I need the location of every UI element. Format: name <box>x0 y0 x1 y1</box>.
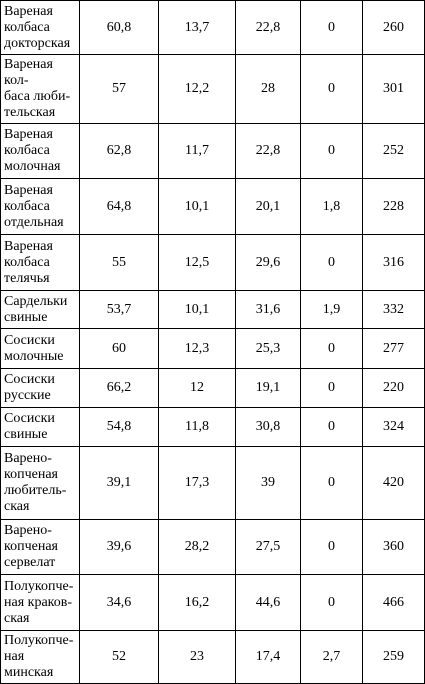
product-name: Полукопче- ная краков- ская <box>0 574 80 631</box>
value-cell-4: 0 <box>300 446 363 520</box>
value-cell-5: 220 <box>362 368 425 408</box>
value-cell-5: 420 <box>362 446 425 520</box>
value-cell-2: 12,3 <box>158 328 236 369</box>
value-cell-3: 31,6 <box>235 290 301 329</box>
value-cell-4: 0 <box>300 234 363 291</box>
value-cell-1: 52 <box>79 630 159 684</box>
value-cell-2: 11,8 <box>158 407 236 447</box>
table-row: Вареная колбаса отдельная 64,8 10,1 20,1… <box>0 178 425 235</box>
value-cell-3: 22,8 <box>235 123 301 179</box>
value-cell-5: 324 <box>362 407 425 447</box>
table-row: Варено- копченая сервелат 39,6 28,2 27,5… <box>0 519 425 575</box>
product-name: Вареная колбаса телячья <box>0 234 80 291</box>
value-cell-4: 0 <box>300 54 363 124</box>
value-cell-4: 0 <box>300 328 363 369</box>
value-cell-1: 62,8 <box>79 123 159 179</box>
value-cell-3: 20,1 <box>235 178 301 235</box>
value-cell-2: 23 <box>158 630 236 684</box>
product-name: Вареная колбаса молочная <box>0 123 80 179</box>
value-cell-5: 228 <box>362 178 425 235</box>
value-cell-2: 28,2 <box>158 519 236 575</box>
value-cell-4: 0 <box>300 574 363 631</box>
value-cell-1: 60 <box>79 328 159 369</box>
value-cell-2: 12 <box>158 368 236 408</box>
value-cell-5: 260 <box>362 0 425 55</box>
value-cell-2: 17,3 <box>158 446 236 520</box>
value-cell-1: 55 <box>79 234 159 291</box>
table-row: Вареная колбаса телячья 55 12,5 29,6 0 3… <box>0 234 425 291</box>
table-row: Сосиски русские 66,2 12 19,1 0 220 <box>0 368 425 408</box>
value-cell-3: 27,5 <box>235 519 301 575</box>
product-name: Сосиски русские <box>0 368 80 408</box>
value-cell-3: 25,3 <box>235 328 301 369</box>
value-cell-3: 30,8 <box>235 407 301 447</box>
product-name: Сардельки свиные <box>0 290 80 329</box>
value-cell-3: 17,4 <box>235 630 301 684</box>
table-row: Сосиски молочные 60 12,3 25,3 0 277 <box>0 328 425 369</box>
value-cell-3: 19,1 <box>235 368 301 408</box>
value-cell-1: 57 <box>79 54 159 124</box>
value-cell-4: 0 <box>300 0 363 55</box>
product-name: Полукопче- ная минская <box>0 630 80 684</box>
value-cell-4: 0 <box>300 407 363 447</box>
value-cell-5: 360 <box>362 519 425 575</box>
value-cell-4: 0 <box>300 519 363 575</box>
value-cell-2: 10,1 <box>158 178 236 235</box>
value-cell-2: 11,7 <box>158 123 236 179</box>
value-cell-1: 54,8 <box>79 407 159 447</box>
value-cell-4: 0 <box>300 368 363 408</box>
product-name: Сосиски свиные <box>0 407 80 447</box>
product-name: Варено- копченая любитель- ская <box>0 446 80 520</box>
value-cell-3: 39 <box>235 446 301 520</box>
table-row: Полукопче- ная минская 52 23 17,4 2,7 25… <box>0 630 425 684</box>
value-cell-4: 1,8 <box>300 178 363 235</box>
table-row: Вареная колбаса докторская 60,8 13,7 22,… <box>0 0 425 55</box>
value-cell-5: 466 <box>362 574 425 631</box>
product-name: Вареная колбаса отдельная <box>0 178 80 235</box>
value-cell-5: 252 <box>362 123 425 179</box>
value-cell-1: 64,8 <box>79 178 159 235</box>
table-row: Вареная колбаса молочная 62,8 11,7 22,8 … <box>0 123 425 179</box>
table-row: Вареная кол- баса люби- тельская 57 12,2… <box>0 54 425 124</box>
value-cell-2: 12,2 <box>158 54 236 124</box>
value-cell-2: 10,1 <box>158 290 236 329</box>
value-cell-2: 16,2 <box>158 574 236 631</box>
value-cell-3: 28 <box>235 54 301 124</box>
value-cell-5: 316 <box>362 234 425 291</box>
product-name: Варено- копченая сервелат <box>0 519 80 575</box>
value-cell-3: 22,8 <box>235 0 301 55</box>
value-cell-4: 2,7 <box>300 630 363 684</box>
value-cell-3: 29,6 <box>235 234 301 291</box>
value-cell-2: 12,5 <box>158 234 236 291</box>
value-cell-1: 53,7 <box>79 290 159 329</box>
product-name: Вареная кол- баса люби- тельская <box>0 54 80 124</box>
table-row: Сардельки свиные 53,7 10,1 31,6 1,9 332 <box>0 290 425 329</box>
value-cell-2: 13,7 <box>158 0 236 55</box>
value-cell-5: 301 <box>362 54 425 124</box>
value-cell-1: 34,6 <box>79 574 159 631</box>
value-cell-4: 1,9 <box>300 290 363 329</box>
value-cell-5: 332 <box>362 290 425 329</box>
value-cell-5: 259 <box>362 630 425 684</box>
value-cell-1: 60,8 <box>79 0 159 55</box>
value-cell-3: 44,6 <box>235 574 301 631</box>
value-cell-1: 39,1 <box>79 446 159 520</box>
product-name: Вареная колбаса докторская <box>0 0 80 55</box>
table-row: Варено- копченая любитель- ская 39,1 17,… <box>0 446 425 520</box>
value-cell-5: 277 <box>362 328 425 369</box>
value-cell-4: 0 <box>300 123 363 179</box>
value-cell-1: 66,2 <box>79 368 159 408</box>
table-row: Полукопче- ная краков- ская 34,6 16,2 44… <box>0 574 425 631</box>
value-cell-1: 39,6 <box>79 519 159 575</box>
product-name: Сосиски молочные <box>0 328 80 369</box>
table-row: Сосиски свиные 54,8 11,8 30,8 0 324 <box>0 407 425 447</box>
